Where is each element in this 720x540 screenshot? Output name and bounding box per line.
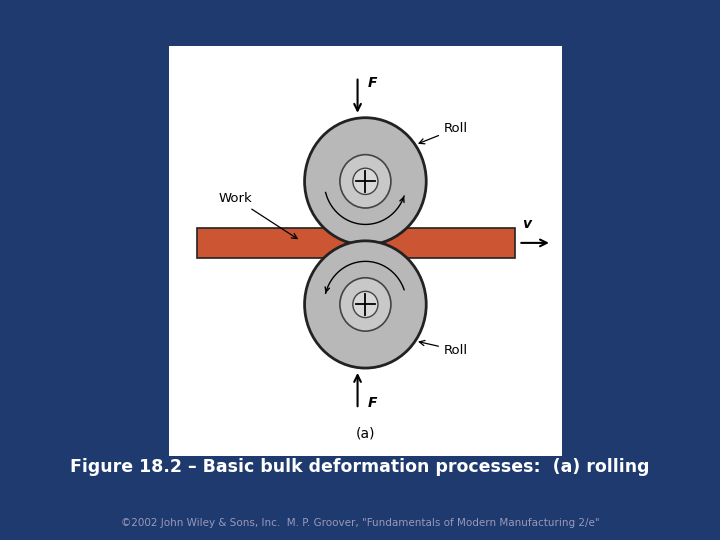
Text: (a): (a)	[356, 427, 375, 441]
Text: F: F	[367, 76, 377, 90]
Text: F: F	[367, 396, 377, 410]
Text: Roll: Roll	[419, 340, 468, 357]
Circle shape	[305, 241, 426, 368]
Circle shape	[305, 118, 426, 245]
Text: Figure 18.2 – Basic bulk deformation processes:  (a) rolling: Figure 18.2 – Basic bulk deformation pro…	[71, 458, 649, 476]
Circle shape	[353, 291, 378, 318]
Text: Roll: Roll	[419, 122, 468, 144]
Circle shape	[340, 278, 391, 331]
Text: v: v	[522, 218, 531, 232]
Bar	[197, 227, 515, 258]
Circle shape	[353, 168, 378, 194]
Text: ©2002 John Wiley & Sons, Inc.  M. P. Groover, "Fundamentals of Modern Manufactur: ©2002 John Wiley & Sons, Inc. M. P. Groo…	[121, 518, 599, 528]
Circle shape	[340, 154, 391, 208]
Text: Work: Work	[218, 192, 297, 239]
